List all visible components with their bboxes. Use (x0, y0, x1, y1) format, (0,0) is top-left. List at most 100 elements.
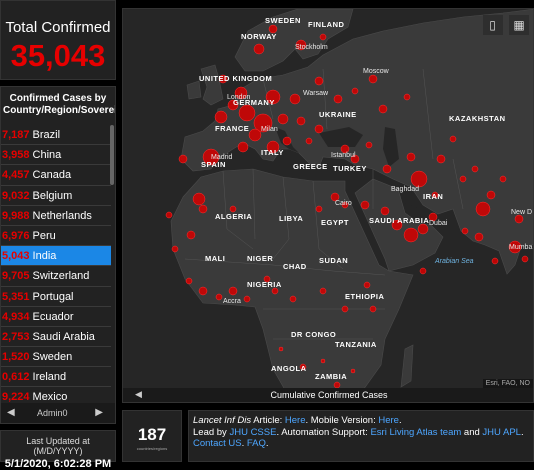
case-bubble[interactable] (198, 204, 208, 214)
list-item[interactable]: 5,351 Portugal (1, 287, 111, 307)
case-bubble[interactable] (341, 305, 349, 313)
case-bubble[interactable] (248, 128, 262, 142)
triangle-right-icon[interactable]: ▶ (95, 407, 103, 418)
case-bubble[interactable] (319, 287, 327, 295)
case-bubble[interactable] (305, 137, 313, 145)
case-bubble[interactable] (227, 99, 239, 111)
case-bubble[interactable] (314, 124, 324, 134)
list-item[interactable]: 1,520 Sweden (1, 347, 111, 368)
case-bubble[interactable] (474, 232, 484, 242)
case-bubble[interactable] (253, 43, 265, 55)
case-bubble[interactable] (475, 201, 491, 217)
case-bubble[interactable] (449, 135, 457, 143)
case-bubble[interactable] (229, 205, 237, 213)
list-item[interactable]: 7,187 Brazil (1, 125, 111, 146)
mobile-link[interactable]: Here (378, 415, 399, 426)
article-link[interactable]: Here (284, 415, 306, 426)
case-bubble[interactable] (403, 227, 419, 243)
case-bubble[interactable] (491, 257, 499, 265)
case-bubble[interactable] (380, 206, 390, 216)
case-bubble[interactable] (341, 201, 349, 209)
list-item[interactable]: 3,958 China (1, 145, 111, 166)
case-bubble[interactable] (350, 368, 356, 374)
case-bubble[interactable] (186, 230, 196, 240)
contact-link[interactable]: Contact US (193, 438, 242, 449)
case-bubble[interactable] (214, 110, 228, 124)
case-bubble[interactable] (369, 305, 377, 313)
jhu-apl-link[interactable]: JHU APL (482, 426, 521, 438)
case-bubble[interactable] (289, 93, 301, 105)
list-item[interactable]: 6,976 Peru (1, 226, 111, 247)
case-bubble[interactable] (315, 205, 323, 213)
case-bubble[interactable] (431, 191, 439, 199)
case-bubble[interactable] (417, 223, 429, 235)
case-bubble[interactable] (340, 144, 350, 154)
list-item[interactable]: 9,988 Netherlands (1, 206, 111, 226)
case-bubble[interactable] (215, 293, 223, 301)
case-bubble[interactable] (178, 154, 188, 164)
case-bubble[interactable] (391, 219, 403, 231)
case-bubble[interactable] (171, 245, 179, 253)
case-bubble[interactable] (514, 214, 524, 224)
case-bubble[interactable] (202, 148, 220, 166)
grid-icon[interactable]: ▦ (509, 15, 529, 35)
case-bubble[interactable] (436, 154, 446, 164)
case-bubble[interactable] (499, 175, 507, 183)
case-bubble[interactable] (486, 190, 496, 200)
case-bubbles[interactable] (165, 24, 529, 389)
case-bubble[interactable] (428, 212, 438, 222)
case-bubble[interactable] (238, 104, 256, 122)
case-bubble[interactable] (282, 136, 292, 146)
faq-link[interactable]: FAQ (246, 438, 266, 449)
triangle-left-icon[interactable]: ◀ (135, 389, 142, 399)
case-bubble[interactable] (320, 358, 326, 364)
case-bubble[interactable] (266, 140, 280, 154)
map-view[interactable]: SWEDEN FINLAND NORWAY Stockholm UNITED K… (122, 8, 534, 403)
case-bubble[interactable] (350, 154, 360, 164)
case-bubble[interactable] (237, 141, 249, 153)
case-bubble[interactable] (278, 346, 284, 352)
list-item[interactable]: 2,753 Saudi Arabia (1, 327, 111, 348)
jhu-csse-link[interactable]: JHU CSSE (229, 426, 277, 438)
case-bubble[interactable] (253, 113, 273, 133)
case-bubble[interactable] (218, 74, 228, 84)
case-bubble[interactable] (368, 74, 378, 84)
list-item[interactable]: 4,934 Ecuador (1, 307, 111, 327)
list-item[interactable]: 0,612 Ireland (1, 367, 111, 388)
case-bubble[interactable] (277, 113, 289, 125)
case-bubble[interactable] (299, 363, 307, 371)
triangle-left-icon[interactable]: ◀ (7, 407, 15, 418)
list-item[interactable]: 9,705 Switzerland (1, 266, 111, 287)
case-bubble[interactable] (351, 87, 359, 95)
list-item[interactable]: 4,457 Canada (1, 165, 111, 186)
case-bubble[interactable] (296, 116, 306, 126)
case-bubble[interactable] (319, 33, 327, 41)
case-bubble[interactable] (271, 287, 279, 295)
case-bubble[interactable] (459, 175, 467, 183)
case-bubble[interactable] (521, 255, 529, 263)
map-layer-label[interactable]: Cumulative Confirmed Cases (270, 390, 388, 400)
case-bubble[interactable] (185, 277, 193, 285)
case-bubble[interactable] (419, 267, 427, 275)
case-bubble[interactable] (360, 200, 370, 210)
case-bubble[interactable] (410, 170, 428, 188)
case-bubble[interactable] (314, 76, 324, 86)
case-bubble[interactable] (289, 295, 297, 303)
esri-team-link[interactable]: Esri Living Atlas team (370, 426, 462, 438)
case-bubble[interactable] (165, 211, 173, 219)
case-bubble[interactable] (471, 165, 479, 173)
list-scrollbar[interactable] (110, 125, 114, 185)
list-item[interactable]: 9,032 Belgium (1, 186, 111, 206)
case-bubble[interactable] (198, 286, 208, 296)
case-bubble[interactable] (406, 152, 416, 162)
case-bubble[interactable] (265, 89, 281, 105)
case-bubble[interactable] (508, 240, 522, 254)
case-bubble[interactable] (461, 227, 469, 235)
case-bubble[interactable] (234, 86, 248, 100)
case-bubble[interactable] (333, 94, 343, 104)
world-map[interactable]: SWEDEN FINLAND NORWAY Stockholm UNITED K… (123, 9, 534, 403)
case-bubble[interactable] (228, 286, 238, 296)
case-bubble[interactable] (268, 24, 278, 34)
case-bubble[interactable] (243, 295, 251, 303)
list-item[interactable]: 5,043 India (1, 246, 111, 267)
